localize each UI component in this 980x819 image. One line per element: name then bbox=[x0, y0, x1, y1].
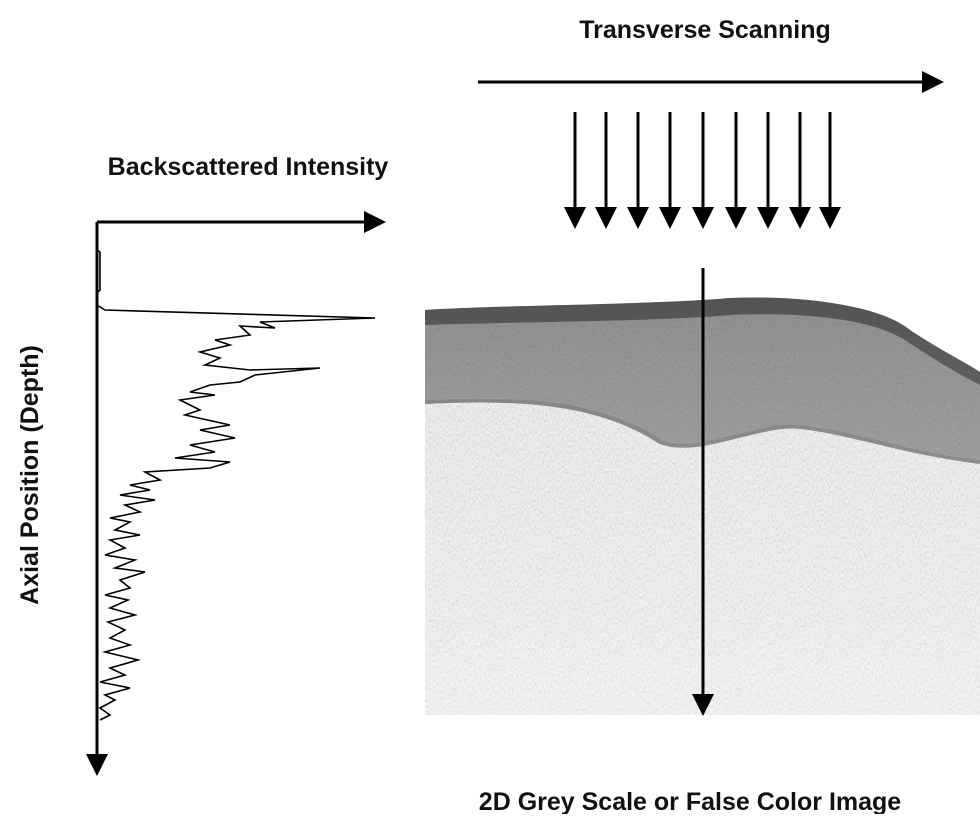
beam-arrows bbox=[575, 112, 830, 225]
a-scan-profile bbox=[97, 250, 375, 720]
intensity-label: Backscattered Intensity bbox=[108, 153, 389, 181]
diagram: Transverse Scanning Backscattered Intens… bbox=[0, 0, 980, 814]
image-label: 2D Grey Scale or False Color Image bbox=[479, 788, 901, 814]
axial-label: Axial Position (Depth) bbox=[16, 345, 44, 605]
transverse-label: Transverse Scanning bbox=[579, 16, 831, 44]
